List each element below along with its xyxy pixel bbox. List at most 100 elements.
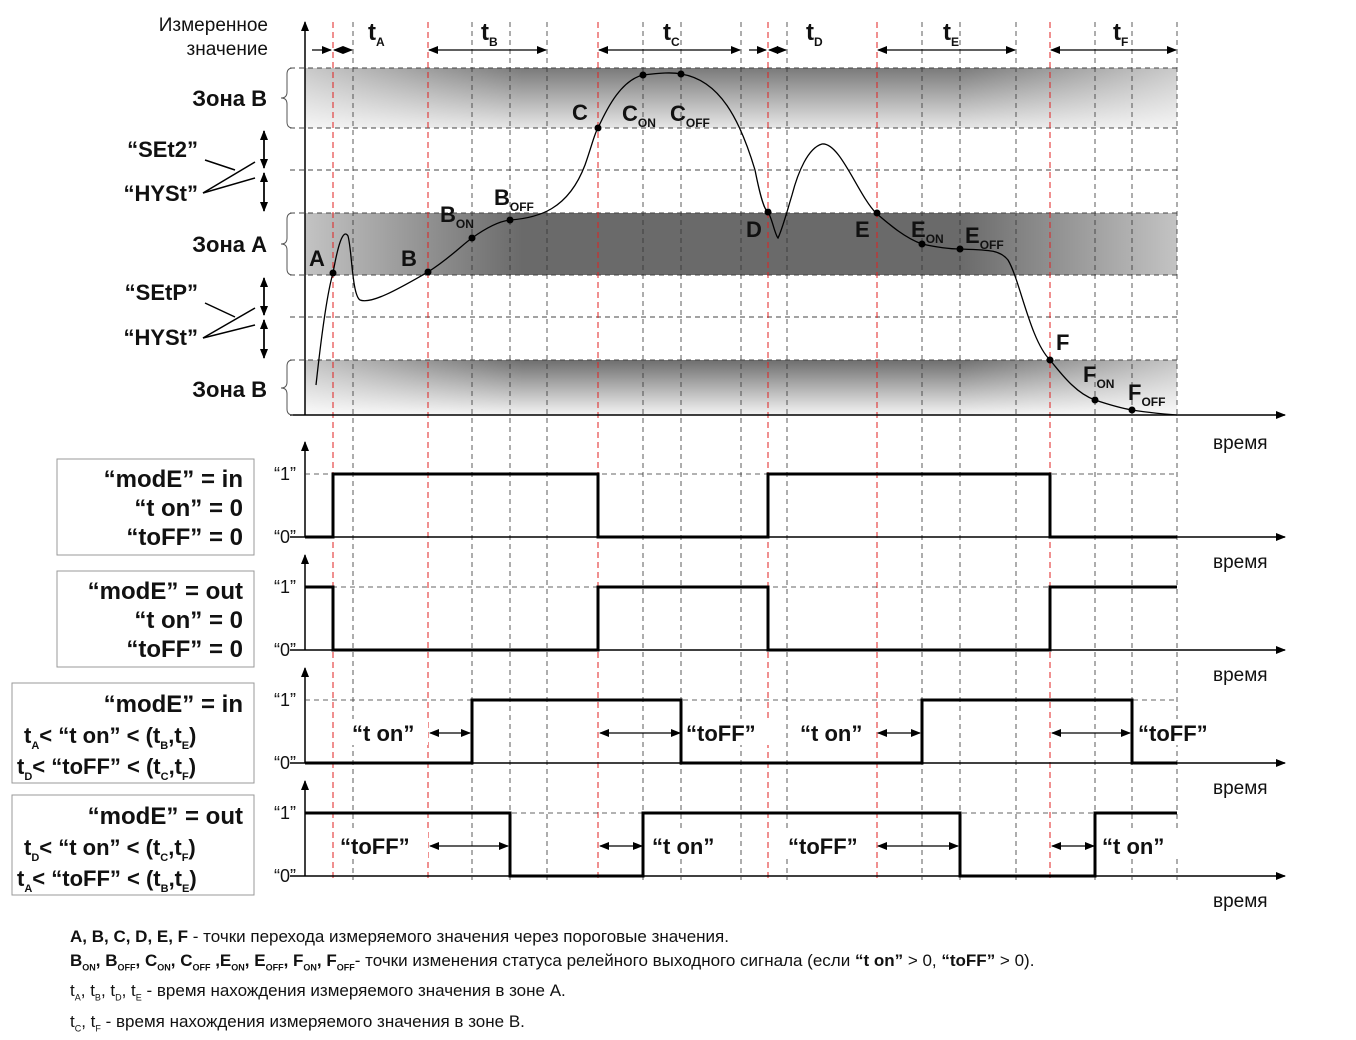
svg-text:COFF: COFF (670, 101, 710, 130)
curve-point-6 (677, 70, 685, 78)
legend-line-1: A, B, C, D, E, F - точки перехода измеря… (70, 927, 729, 946)
curve-point-7 (764, 208, 772, 216)
point-label-e: E (855, 217, 870, 242)
point-label-boff: B (494, 185, 510, 210)
panel-2-line-3: “toFF” = 0 (126, 636, 243, 663)
legend-line-3: tA, tB, tD, tE - время нахождения измеря… (70, 981, 566, 1003)
legend-line-4: tC, tF - время нахождения измеряемого зн… (70, 1011, 525, 1034)
interval-c-sub: C (671, 35, 680, 49)
interval-d-sub: D (814, 35, 823, 49)
interval-b-t: t (481, 19, 489, 46)
point-label-coff-sub: OFF (686, 116, 710, 130)
curve-point-12 (1091, 396, 1099, 404)
panel-1-line-1: “modE” = in (104, 466, 243, 493)
svg-text:CON: CON (622, 101, 656, 130)
interval-f-t: t (1113, 19, 1121, 46)
point-label-coff: C (670, 101, 686, 126)
curve-points (329, 70, 1136, 414)
signal-zero-label-3: “0” (274, 866, 296, 886)
zone-b-bottom-label: Зона B (192, 377, 267, 402)
svg-text:FON: FON (1083, 362, 1114, 391)
delay-label-ton-3: “t on” (652, 834, 714, 859)
curve-point-3 (506, 216, 514, 224)
svg-text:tC: tC (663, 19, 680, 49)
delay-label-toff-2: “toFF” (1138, 721, 1208, 746)
panel-2-box (56, 570, 255, 668)
panel-2-line-1: “modE” = out (88, 578, 243, 605)
hyst-bottom-label: “HYSt” (123, 325, 198, 350)
interval-f-sub: F (1121, 35, 1128, 49)
curve-point-10 (956, 245, 964, 253)
panel-3-line-1: “modE” = in (104, 691, 243, 718)
svg-text:tA: tA (368, 19, 385, 49)
curve-point-4 (594, 124, 602, 132)
svg-text:FOFF: FOFF (1128, 380, 1165, 409)
legend-line-2: BON, BOFF, CON, COFF ,EON, EOFF, FON, FO… (70, 951, 1035, 973)
point-label-b: B (401, 246, 417, 271)
panel-4-box (11, 794, 255, 896)
point-label-bon: B (440, 202, 456, 227)
delay-label-toff-4: “toFF” (788, 834, 858, 859)
signal-one-label-1: “1” (274, 577, 296, 597)
signal-x-label-3: время (1213, 891, 1268, 912)
panel-1-line-2: “t on” = 0 (134, 495, 243, 522)
delay-label-ton-2: “t on” (800, 721, 862, 746)
panel-1-box (56, 458, 255, 556)
point-label-bon-sub: ON (456, 217, 474, 231)
point-label-fon-sub: ON (1096, 377, 1114, 391)
svg-text:EON: EON (911, 217, 944, 246)
zone-braces (280, 67, 294, 416)
delay-label-toff-3: “toFF” (340, 834, 410, 859)
threshold-lines (290, 67, 1177, 361)
set2-label: “SEt2” (127, 137, 198, 162)
setp-label: “SEtP” (125, 280, 198, 305)
point-label-c: C (572, 100, 588, 125)
interval-e-sub: E (951, 35, 959, 49)
curve-point-1 (424, 268, 432, 276)
point-label-d: D (746, 217, 762, 242)
delay-arrows (429, 729, 1131, 850)
delay-label-toff-1: “toFF” (686, 721, 756, 746)
svg-text:tD: tD (806, 19, 823, 49)
delay-label-ton-1: “t on” (352, 721, 414, 746)
point-label-eon-sub: ON (926, 232, 944, 246)
curve-point-0 (329, 269, 337, 277)
vertical-guides (332, 22, 1178, 880)
x-axis-label-main: время (1213, 433, 1268, 454)
svg-text:tF: tF (1113, 19, 1128, 49)
point-labels: A B BON BOFF C CON COFF D E EON EOFF F F… (309, 100, 1165, 409)
panel-3-box (11, 682, 255, 784)
point-label-fon: F (1083, 362, 1096, 387)
interval-c-t: t (663, 19, 671, 46)
signal-waveform-2 (305, 698, 1177, 765)
point-label-con-sub: ON (638, 116, 656, 130)
curve-point-8 (873, 209, 881, 217)
point-label-a: A (309, 246, 325, 271)
signal-zero-label-1: “0” (274, 640, 296, 660)
signal-one-label-3: “1” (274, 803, 296, 823)
curve-point-2 (468, 234, 476, 242)
zone-b-top-label: Зона B (192, 86, 267, 111)
signal-x-label-2: время (1213, 778, 1268, 799)
interval-e-t: t (943, 19, 951, 46)
signal-x-label-1: время (1213, 665, 1268, 686)
signal-zero-label-0: “0” (274, 527, 296, 547)
signal-panels: “1” “0” время “1” “0” время “1” “0” время “1” “0” в… (274, 441, 1286, 912)
legend: A, B, C, D, E, F - точки перехода измеря… (70, 925, 1350, 1040)
svg-text:tE: tE (943, 19, 959, 49)
threshold-arrows (202, 130, 268, 359)
hyst-top-label: “HYSt” (123, 181, 198, 206)
svg-text:EOFF: EOFF (965, 223, 1004, 252)
svg-text:tB: tB (481, 19, 498, 49)
signal-waveform-0 (305, 472, 1177, 539)
zone-a-label: Зона A (192, 232, 267, 257)
signal-x-label-0: время (1213, 552, 1268, 573)
signal-one-label-2: “1” (274, 690, 296, 710)
y-axis-label-line1: Измеренное (159, 15, 268, 36)
curve-point-9 (918, 240, 926, 248)
interval-a-t: t (368, 19, 376, 46)
signal-waveform-3 (305, 811, 1177, 878)
panel-4-line-1: “modE” = out (88, 803, 243, 830)
interval-d-t: t (806, 19, 814, 46)
